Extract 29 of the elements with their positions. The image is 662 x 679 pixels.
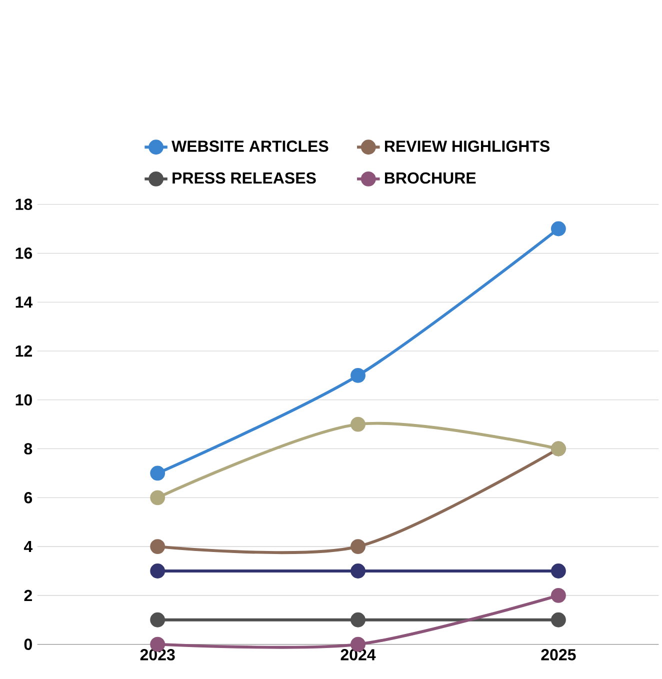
point [150, 564, 166, 578]
point [150, 612, 166, 628]
legend-label: REVIEW HIGHLIGHTS [384, 140, 550, 152]
legend-label: WEBSITE ARTICLES [172, 140, 328, 152]
legend-label: PRESS RELEASES [172, 172, 316, 184]
y-tick-label: 4 [24, 541, 33, 552]
y-tick-label: 10 [16, 394, 32, 406]
y-tick-label: 16 [16, 248, 32, 259]
y-tick-label: 0 [24, 638, 32, 650]
x-tick-label: 2025 [541, 649, 576, 660]
point [550, 221, 566, 236]
point [350, 368, 366, 383]
y-tick-label: 12 [16, 345, 32, 357]
point [550, 588, 566, 603]
point [150, 490, 166, 506]
point [550, 564, 566, 578]
y-tick-label: 14 [16, 296, 33, 308]
y-tick-label: 8 [24, 443, 32, 454]
y-tick-label: 18 [16, 198, 32, 210]
point [150, 539, 166, 554]
point [350, 416, 366, 432]
y-tick-label: 2 [24, 590, 32, 602]
y-tick-label: 6 [24, 492, 32, 504]
point [550, 612, 566, 628]
point [350, 539, 366, 554]
point [150, 466, 166, 481]
point [350, 612, 366, 628]
legend-label: BROCHURE [384, 172, 476, 184]
point [350, 564, 366, 578]
